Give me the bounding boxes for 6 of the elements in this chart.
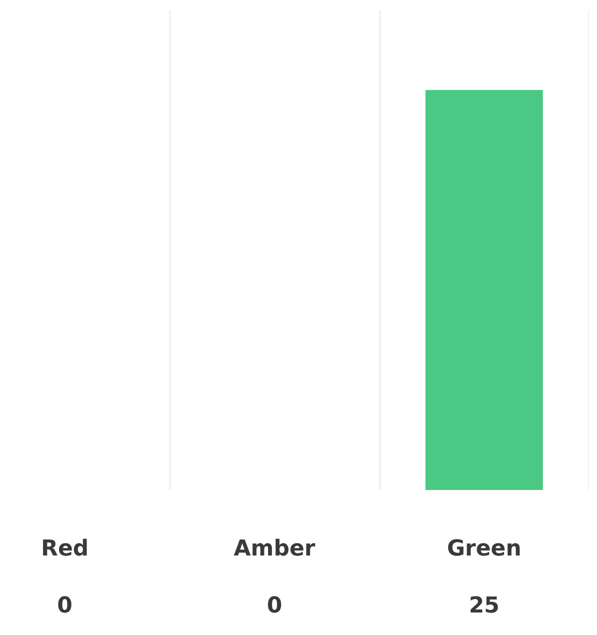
data-label: 0 [266, 594, 282, 618]
data-label: 0 [57, 594, 72, 618]
data-label: 25 [468, 594, 500, 618]
x-tick-label: Amber [234, 536, 316, 562]
x-tick-label: Red [41, 536, 89, 562]
x-tick-label: Green [446, 536, 522, 562]
